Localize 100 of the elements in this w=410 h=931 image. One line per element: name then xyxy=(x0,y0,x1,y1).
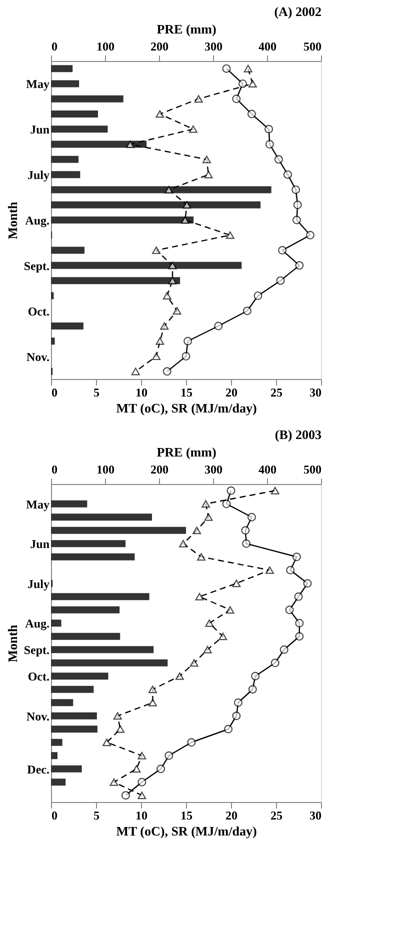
point xyxy=(280,645,288,654)
point xyxy=(197,553,206,561)
point xyxy=(148,686,157,694)
point xyxy=(293,200,302,210)
point xyxy=(248,685,257,694)
point xyxy=(168,262,177,270)
point xyxy=(242,539,251,548)
point xyxy=(138,752,146,760)
point xyxy=(184,336,192,346)
y-tick-label: Nov. xyxy=(26,350,50,364)
point xyxy=(292,185,300,194)
x-tick-label: 0 xyxy=(52,808,58,822)
x-tick-label: 15 xyxy=(180,808,192,822)
point xyxy=(270,486,280,494)
point xyxy=(244,64,252,72)
point xyxy=(138,778,146,786)
point xyxy=(295,618,304,628)
point xyxy=(156,337,164,345)
y-tick-label: May xyxy=(26,497,50,512)
point xyxy=(214,322,223,330)
x-tick-label: 10 xyxy=(136,386,148,400)
x-axis-title: MT (oC), SR (MJ/m/day) xyxy=(116,400,257,416)
x2-tick-label: 400 xyxy=(258,40,276,54)
x2-tick-label: 0 xyxy=(52,40,58,54)
x-tick-label: 15 xyxy=(180,386,192,400)
point xyxy=(248,80,257,88)
point xyxy=(113,712,122,720)
y-tick-label: Dec. xyxy=(27,762,50,776)
point xyxy=(286,566,295,574)
y-tick-label: May xyxy=(26,77,50,92)
point xyxy=(276,276,285,285)
x2-tick-label: 500 xyxy=(304,462,322,476)
chart-title: (A) 2002 xyxy=(274,4,322,19)
x-tick-label: 25 xyxy=(270,386,282,400)
point xyxy=(180,216,190,224)
y-tick-label: Jun xyxy=(30,537,50,552)
point xyxy=(162,367,172,376)
point xyxy=(222,64,231,73)
point xyxy=(121,791,130,800)
y-axis-title: Month xyxy=(4,200,20,240)
point xyxy=(254,291,262,300)
x-tick-label: 10 xyxy=(136,808,148,822)
x-tick-label: 30 xyxy=(310,808,322,822)
point xyxy=(168,276,177,284)
point xyxy=(226,606,234,614)
point xyxy=(270,658,280,668)
point xyxy=(295,632,304,641)
y-tick-label: Jun xyxy=(30,122,50,137)
y-tick-label: Sept. xyxy=(24,258,50,273)
point xyxy=(156,764,166,774)
point xyxy=(192,526,202,534)
y-tick-label: July xyxy=(27,168,50,182)
x-tick-label: 5 xyxy=(94,386,100,400)
x2-tick-label: 0 xyxy=(52,462,58,476)
point xyxy=(247,512,256,522)
point xyxy=(160,322,169,330)
x2-axis-title: PRE (mm) xyxy=(156,22,216,36)
point xyxy=(295,261,304,270)
x2-tick-label: 100 xyxy=(96,40,114,54)
point xyxy=(226,486,236,495)
point xyxy=(202,500,210,508)
point xyxy=(205,619,214,627)
point xyxy=(238,79,247,88)
point xyxy=(164,751,174,760)
point xyxy=(234,698,242,707)
point xyxy=(232,94,241,104)
point xyxy=(162,292,172,300)
y-tick-label: Oct. xyxy=(28,304,50,318)
point xyxy=(132,765,141,773)
point xyxy=(278,246,287,255)
point xyxy=(126,140,134,148)
x2-tick-label: 100 xyxy=(96,462,114,476)
point xyxy=(182,201,192,209)
point xyxy=(188,125,198,133)
point xyxy=(148,698,157,706)
x-tick-label: 0 xyxy=(52,386,58,400)
x2-tick-label: 300 xyxy=(204,40,222,54)
point xyxy=(204,513,213,521)
point xyxy=(241,526,250,535)
point xyxy=(218,632,228,640)
point xyxy=(195,592,204,600)
point xyxy=(182,352,190,361)
point xyxy=(283,170,292,179)
point xyxy=(202,156,211,164)
x2-tick-label: 200 xyxy=(150,462,168,476)
point xyxy=(190,659,198,667)
x-tick-label: 20 xyxy=(226,386,238,400)
y-tick-label: Sept. xyxy=(24,643,50,658)
point xyxy=(156,110,164,118)
point xyxy=(292,216,301,224)
point xyxy=(264,124,274,134)
point xyxy=(224,724,233,734)
point xyxy=(265,566,274,574)
point xyxy=(152,352,161,360)
point xyxy=(204,170,213,178)
point xyxy=(232,712,241,720)
point xyxy=(294,592,303,601)
x2-tick-label: 300 xyxy=(204,462,222,476)
point xyxy=(306,230,314,240)
x-tick-label: 30 xyxy=(310,386,322,400)
